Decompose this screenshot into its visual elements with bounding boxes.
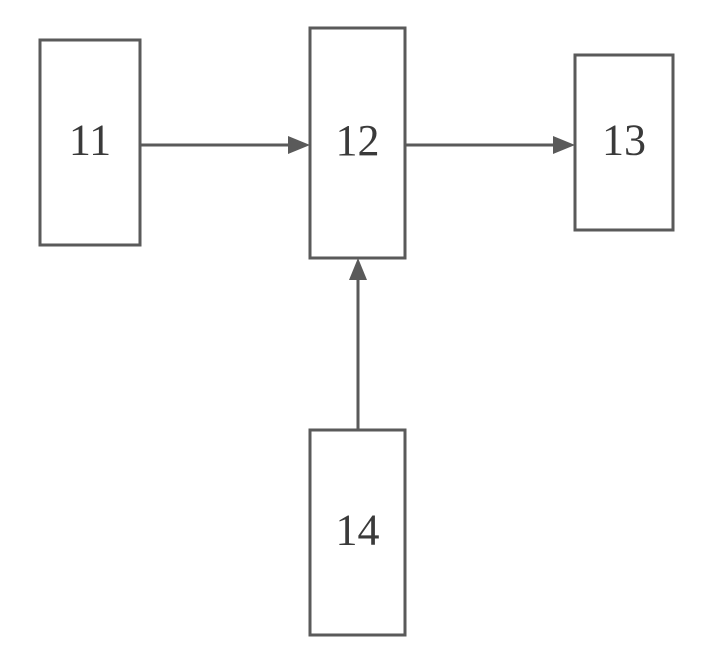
node-label-n14: 14 bbox=[336, 506, 380, 555]
background bbox=[0, 0, 712, 671]
node-label-n11: 11 bbox=[69, 116, 111, 165]
node-label-n12: 12 bbox=[336, 116, 380, 165]
node-label-n13: 13 bbox=[602, 116, 646, 165]
diagram-canvas: 11 12 13 14 bbox=[0, 0, 712, 671]
